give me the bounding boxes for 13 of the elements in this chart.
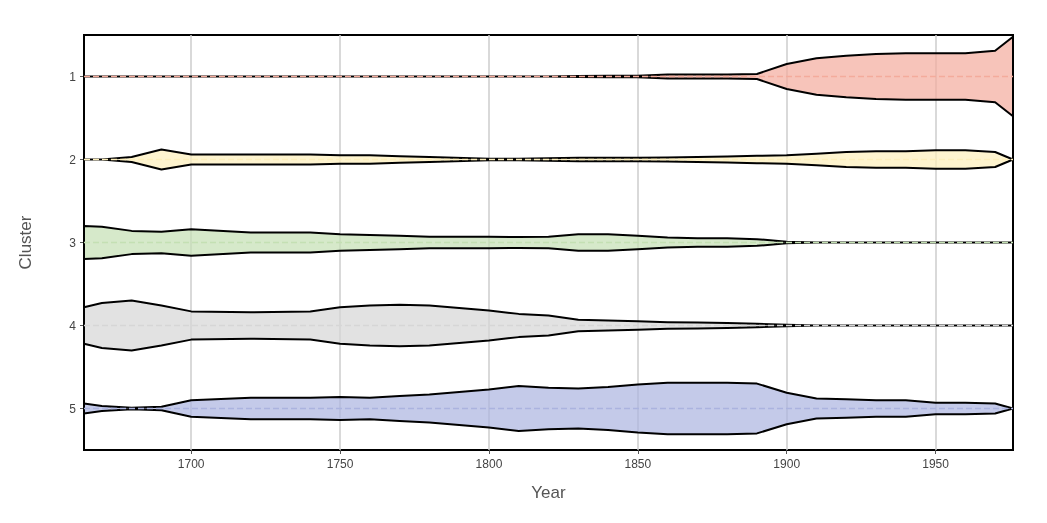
- y-tick-label: 1: [69, 69, 77, 84]
- x-tick-label: 1900: [773, 457, 801, 471]
- y-axis-title: Cluster: [16, 215, 35, 270]
- x-tick-label: 1850: [624, 457, 652, 471]
- x-tick-label: 1950: [922, 457, 950, 471]
- x-tick-label: 1750: [326, 457, 354, 471]
- y-tick-label: 5: [69, 401, 77, 416]
- y-tick-label: 2: [69, 152, 77, 167]
- y-tick-label: 4: [69, 318, 77, 333]
- y-tick-label: 3: [69, 235, 77, 250]
- x-tick-label: 1800: [475, 457, 503, 471]
- x-tick-label: 1700: [177, 457, 205, 471]
- x-axis-title: Year: [531, 483, 567, 502]
